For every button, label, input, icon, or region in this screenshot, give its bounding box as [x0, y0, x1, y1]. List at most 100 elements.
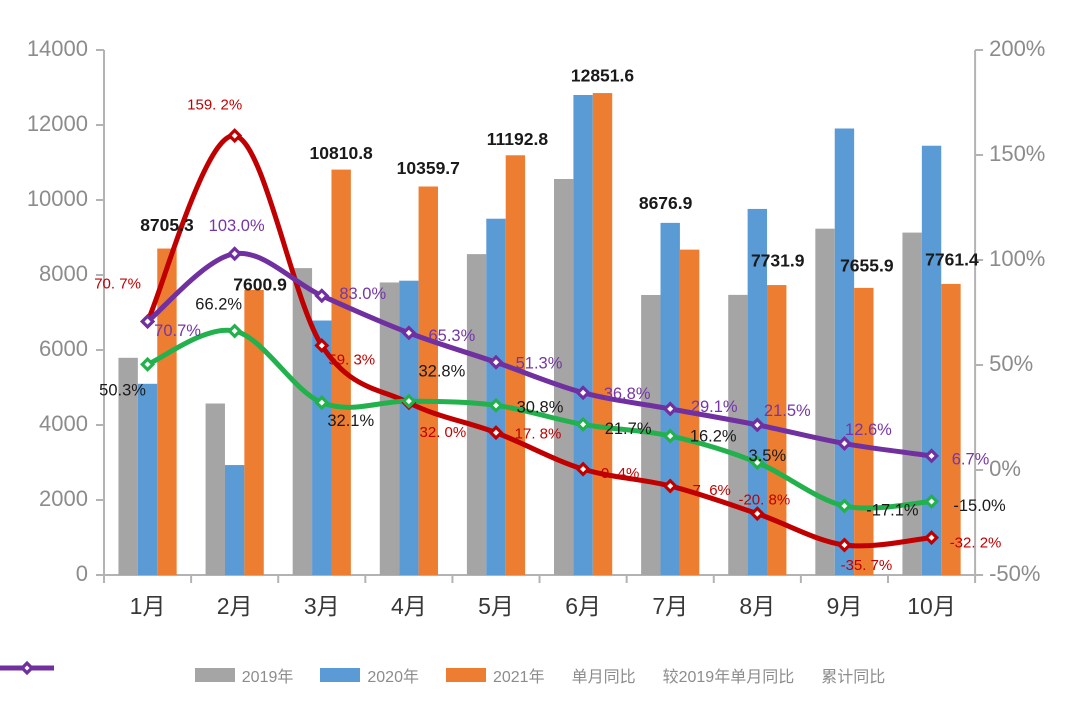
legend-bar-swatch — [194, 668, 235, 682]
data-label-较2019年单月同比-1月: 50.3% — [99, 382, 146, 400]
legend-line-swatch — [0, 661, 54, 675]
data-label-累计同比-6月: 36.8% — [604, 385, 651, 403]
right-axis-tick-label: 50% — [989, 351, 1033, 376]
x-axis-category-label: 6月 — [565, 593, 601, 619]
marker-center-dot — [492, 359, 499, 366]
bar-value-label-3月: 10810.8 — [310, 143, 374, 163]
marker-center-dot — [667, 432, 674, 439]
bar-2020年-6月 — [573, 95, 593, 575]
left-axis-tick-label: 8000 — [39, 261, 88, 286]
x-axis-category-label: 1月 — [130, 593, 166, 619]
data-label-累计同比-8月: 21.5% — [764, 402, 811, 420]
data-label-单月同比-4月: 32. 0% — [420, 424, 467, 441]
legend-item-单月同比: 单月同比 — [0, 661, 636, 687]
marker-center-dot — [841, 541, 848, 548]
legend-label: 2020年 — [367, 669, 419, 686]
marker-center-dot — [928, 534, 935, 541]
marker-center-dot — [405, 398, 412, 405]
data-label-较2019年单月同比-10月: -15.0% — [953, 497, 1006, 515]
data-label-累计同比-10月: 6.7% — [952, 450, 990, 468]
bar-value-label-5月: 11192.8 — [487, 129, 549, 149]
data-label-较2019年单月同比-9月: -17.1% — [866, 501, 919, 519]
legend-label: 2021年 — [492, 669, 545, 686]
left-axis-tick-label: 0 — [76, 561, 88, 586]
bar-2019年-5月 — [466, 254, 487, 576]
bar-value-label-7月: 8676.9 — [639, 193, 693, 213]
data-label-单月同比-1月: 70. 7% — [94, 275, 141, 292]
marker-center-dot — [144, 318, 151, 325]
marker-center-dot — [492, 429, 499, 436]
data-label-单月同比-5月: 17. 8% — [515, 426, 562, 443]
bar-2020年-1月 — [137, 383, 158, 575]
legend-item-较2019年单月同比: 较2019年单月同比 — [0, 661, 795, 687]
data-label-累计同比-9月: 12.6% — [845, 421, 892, 439]
bar-2019年-2月 — [205, 403, 225, 575]
data-label-单月同比-7月: -7. 6% — [688, 482, 731, 499]
legend-label: 单月同比 — [571, 669, 636, 686]
left-axis-tick-label: 4000 — [39, 411, 88, 436]
legend-item-2019年: 2019年 — [194, 663, 294, 687]
x-axis-category-label: 9月 — [827, 593, 863, 619]
bar-2020年-10月 — [921, 145, 942, 576]
bar-2019年-1月 — [118, 357, 138, 575]
data-label-单月同比-10月: -32. 2% — [950, 535, 1002, 552]
line-累计同比 — [145, 250, 935, 459]
marker-center-dot — [231, 250, 238, 257]
bar-2020年-2月 — [224, 465, 245, 575]
data-label-累计同比-1月: 70.7% — [154, 322, 201, 340]
legend-bar-swatch — [320, 668, 361, 682]
bar-2020年-5月 — [486, 218, 506, 575]
bar-value-label-6月: 12851.6 — [571, 66, 635, 86]
data-label-较2019年单月同比-8月: 3.5% — [749, 447, 787, 465]
marker-center-dot — [231, 327, 238, 334]
bar-2020年-8月 — [747, 208, 768, 576]
marker-center-dot — [754, 510, 761, 517]
x-axis-category-label: 5月 — [478, 593, 514, 619]
bar-2021年-10月 — [941, 283, 961, 575]
marker-center-dot — [667, 405, 674, 412]
marker-center-dot — [405, 329, 412, 336]
bar-value-label-1月: 8705.3 — [140, 215, 194, 235]
data-label-较2019年单月同比-2月: 66.2% — [195, 295, 242, 313]
bar-value-label-10月: 7761.4 — [925, 250, 979, 270]
marker-center-dot — [667, 482, 674, 489]
legend-label: 累计同比 — [821, 669, 886, 686]
data-label-单月同比-8月: -20. 8% — [738, 492, 790, 509]
left-axis-tick-label: 10000 — [27, 186, 88, 211]
bar-2021年-5月 — [505, 155, 526, 575]
data-label-累计同比-4月: 65.3% — [428, 327, 475, 345]
legend-label: 较2019年单月同比 — [662, 669, 795, 686]
marker-center-dot — [580, 389, 587, 396]
marker-center-dot — [580, 421, 587, 428]
data-label-单月同比-9月: -35. 7% — [841, 557, 893, 574]
legend-item-2021年: 2021年 — [445, 663, 545, 687]
x-axis-category-label: 3月 — [304, 593, 340, 619]
data-label-单月同比-6月: 0. 4% — [601, 465, 639, 482]
bar-value-label-4月: 10359.7 — [397, 158, 460, 178]
data-label-单月同比-2月: 159. 2% — [187, 97, 242, 114]
x-axis-category-label: 8月 — [739, 593, 775, 619]
bar-value-label-9月: 7655.9 — [840, 256, 894, 276]
bar-value-label-8月: 7731.9 — [751, 251, 805, 271]
chart-canvas: 0 2000 4000 6000 8000 10000 12000 14000 -50% 0% 50… — [27, 36, 1046, 619]
legend-label: 2019年 — [241, 669, 294, 686]
marker-center-dot — [231, 132, 238, 139]
marker-center-dot — [580, 466, 587, 473]
data-label-累计同比-7月: 29.1% — [691, 398, 738, 416]
marker-center-dot — [318, 342, 325, 349]
legend-item-2020年: 2020年 — [320, 663, 419, 687]
marker-center-dot — [928, 498, 935, 505]
bar-2019年-3月 — [292, 268, 313, 575]
marker-center-dot — [318, 292, 325, 299]
bar-2021年-1月 — [157, 248, 177, 575]
right-axis-tick-label: 150% — [989, 141, 1045, 166]
bar-value-label-2月: 7600.9 — [233, 275, 287, 295]
bar-2021年-4月 — [418, 186, 438, 576]
marker-center-dot — [492, 402, 499, 409]
bar-2020年-4月 — [399, 280, 419, 575]
chart-legend: 2019年 2020年 2021年 单月同比 较2019年单月同比 累计同比 — [0, 659, 1080, 691]
data-label-较2019年单月同比-3月: 32.1% — [327, 412, 374, 430]
marker-center-dot — [144, 361, 151, 368]
x-axis-category-label: 7月 — [652, 593, 688, 619]
